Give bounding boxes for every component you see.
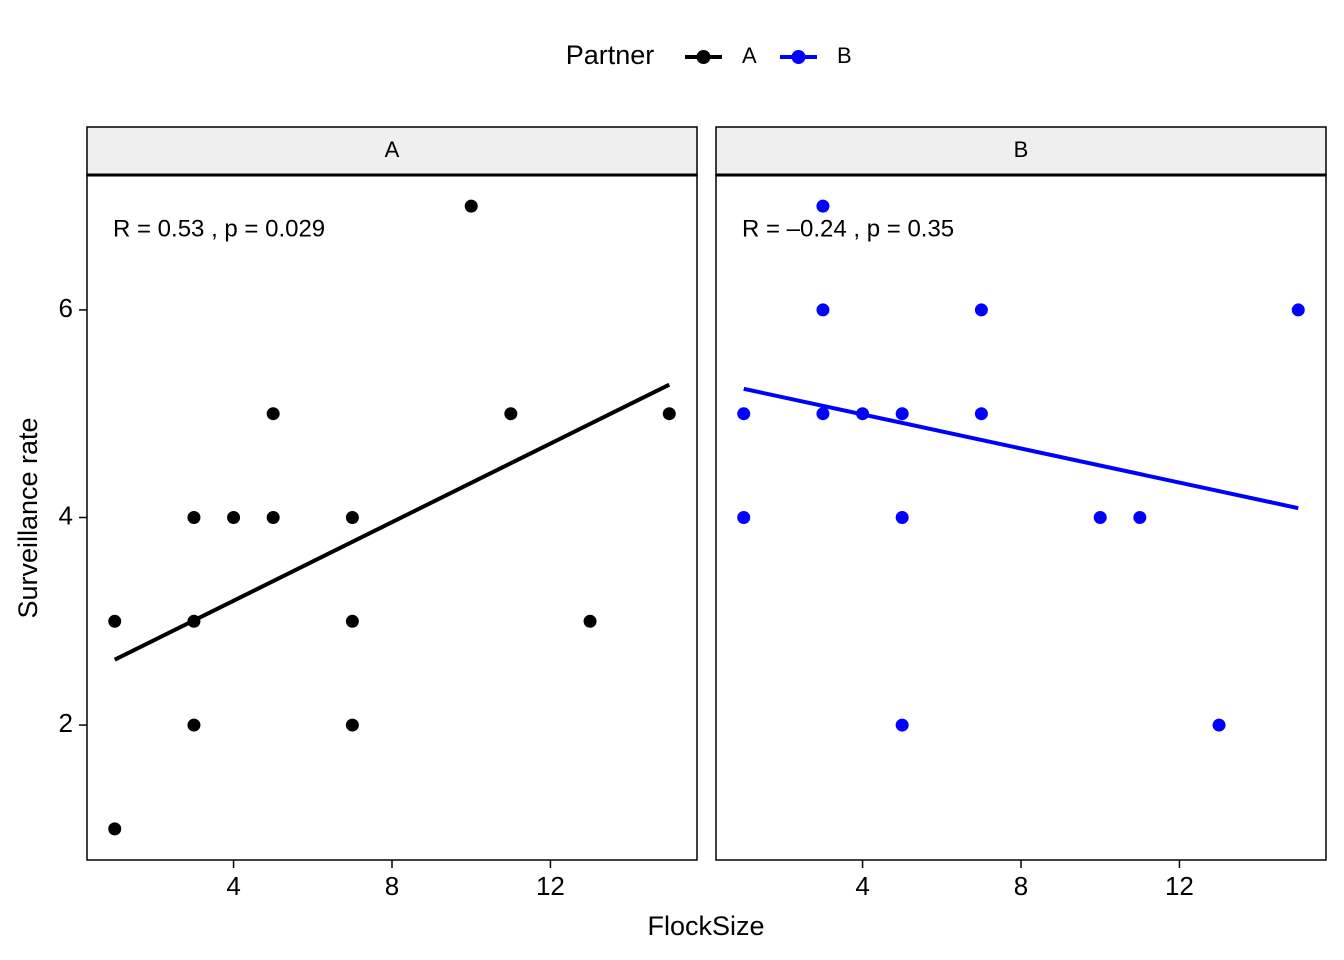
point [583,614,597,628]
point [1291,303,1305,317]
point [816,407,830,421]
point [1212,718,1226,732]
legend-key-dot [791,50,806,64]
point [816,199,830,213]
x-tick-label: 4 [226,871,240,901]
legend-title: Partner [566,40,655,70]
point [1133,511,1147,524]
x-tick-label: 12 [1165,871,1194,901]
point [187,511,201,524]
panel [715,174,1327,861]
strip [86,126,698,176]
strip-label: B [1014,137,1029,162]
point [1093,511,1107,524]
legend-label: B [837,43,852,68]
point [345,718,359,732]
x-tick-label: 8 [1014,871,1028,901]
annotation: R = –0.24 , p = 0.35 [742,215,954,242]
point [737,407,751,421]
fit-line [743,386,1299,511]
y-tick-label: 6 [59,293,73,323]
point [662,407,676,421]
x-tick-label: 8 [385,871,399,901]
strip-label: A [385,137,400,162]
legend-label: A [742,43,757,68]
y-axis-label: Surveillance rate [13,417,43,618]
point [345,511,359,524]
point [895,511,909,524]
x-axis-label: FlockSize [647,911,764,941]
point [816,303,830,317]
x-tick-label: 12 [536,871,565,901]
fit-line [113,382,671,662]
point [895,407,909,421]
annotation: R = 0.53 , p = 0.029 [113,215,325,242]
y-tick-label: 2 [59,708,73,738]
point [895,718,909,732]
point [266,511,280,524]
point [266,407,280,421]
point [737,511,751,524]
legend-key-dot [696,50,711,64]
point [187,718,201,732]
point [464,199,478,213]
point [974,303,988,317]
point [504,407,518,421]
point [108,822,122,836]
point [345,614,359,628]
point [227,511,241,524]
x-tick-label: 4 [855,871,869,901]
panel [86,174,698,861]
point [108,614,122,628]
point [974,407,988,421]
y-tick-label: 4 [59,500,73,530]
